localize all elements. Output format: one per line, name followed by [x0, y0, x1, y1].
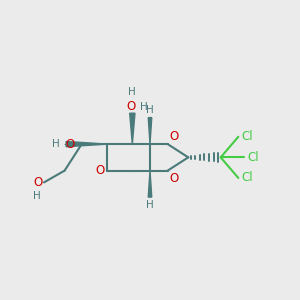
Text: H: H: [33, 191, 41, 201]
Text: H: H: [140, 102, 147, 112]
Polygon shape: [130, 113, 135, 144]
Text: -: -: [63, 138, 68, 151]
Text: Cl: Cl: [247, 151, 259, 164]
Text: H: H: [146, 105, 154, 115]
Text: Cl: Cl: [241, 130, 253, 143]
Text: O: O: [33, 176, 43, 189]
Polygon shape: [148, 118, 152, 144]
Polygon shape: [148, 171, 152, 197]
Text: H: H: [146, 200, 154, 210]
Text: O: O: [66, 138, 75, 151]
Text: O: O: [169, 130, 178, 142]
Polygon shape: [66, 142, 107, 147]
Text: Cl: Cl: [241, 172, 253, 184]
Text: O: O: [126, 100, 136, 112]
Text: O: O: [95, 164, 104, 177]
Text: H: H: [128, 87, 136, 97]
Text: H: H: [52, 139, 60, 149]
Text: O: O: [169, 172, 178, 185]
